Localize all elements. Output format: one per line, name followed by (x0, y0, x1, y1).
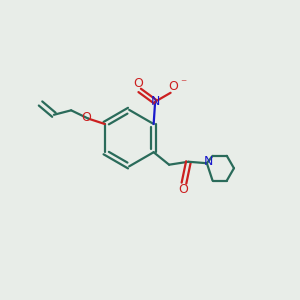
Text: O: O (82, 111, 92, 124)
Text: O: O (169, 80, 178, 93)
Text: N: N (150, 94, 160, 108)
Text: O: O (133, 77, 143, 90)
Text: ⁻: ⁻ (180, 77, 186, 90)
Text: N: N (204, 155, 213, 168)
Text: O: O (178, 183, 188, 196)
